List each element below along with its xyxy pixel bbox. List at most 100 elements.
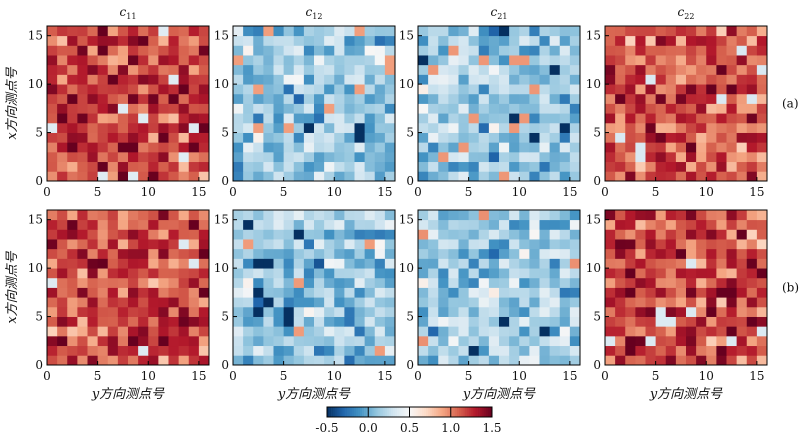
heatmap-cell (499, 161, 510, 172)
heatmap-cell (428, 64, 439, 75)
heatmap-cell (468, 93, 480, 104)
heatmap-cell (283, 326, 295, 337)
heatmap-cell (499, 335, 510, 347)
heatmap-cell (559, 316, 571, 327)
heatmap-cell (47, 316, 58, 327)
heatmap-cell (283, 297, 295, 308)
heatmap-cell (158, 142, 169, 153)
heatmap-cell (438, 210, 449, 221)
heatmap-cell (178, 345, 190, 356)
heatmap-cell (625, 229, 636, 240)
heatmap-cell (314, 132, 325, 143)
heatmap-cell (198, 151, 210, 163)
x-tick-label: 15 (377, 185, 392, 199)
heatmap-cell (726, 122, 738, 133)
heatmap-cell (233, 335, 244, 347)
heatmap-cell (615, 84, 626, 95)
heatmap-cell (324, 151, 335, 163)
heatmap-cell (283, 171, 295, 182)
heatmap-cell (706, 132, 717, 143)
heatmap-cell (468, 55, 480, 66)
heatmap-cell (635, 84, 646, 95)
heatmap-cell (438, 171, 449, 182)
heatmap-cell (354, 103, 366, 114)
heatmap-cell (198, 171, 210, 182)
heatmap-cell (499, 55, 510, 66)
heatmap-cell (716, 161, 727, 172)
x-axis-title: y方向测点号 (277, 387, 351, 402)
heatmap-cell (539, 55, 551, 66)
heatmap-cell (539, 345, 551, 356)
heatmap-cell (746, 355, 758, 366)
heatmap-cell (374, 326, 386, 337)
heatmap-cell (438, 84, 449, 95)
colorbar-segment (450, 407, 454, 417)
heatmap-cell (458, 345, 470, 356)
heatmap-cell (354, 35, 366, 46)
heatmap-cell (509, 335, 520, 347)
heatmap-cell (283, 161, 295, 172)
heatmap-cell (273, 55, 285, 66)
heatmap-cell (665, 122, 677, 133)
heatmap-cell (233, 55, 244, 66)
heatmap-cell (87, 335, 99, 347)
heatmap-cell (665, 103, 677, 114)
heatmap-cell (716, 210, 727, 221)
colorbar-segment (382, 407, 386, 417)
heatmap-cell (706, 268, 717, 279)
heatmap-cell (233, 297, 244, 308)
heatmap-cell (334, 219, 345, 230)
heatmap-cell (293, 268, 305, 279)
heatmap-cell (158, 306, 169, 317)
heatmap-cell (645, 345, 657, 356)
heatmap-cell (615, 171, 626, 182)
heatmap-cell (458, 103, 470, 114)
heatmap-cell (716, 287, 727, 298)
heatmap-cell (148, 229, 159, 240)
heatmap-cell (569, 258, 581, 269)
heatmap-cell (655, 64, 667, 75)
heatmap-cell (478, 113, 490, 124)
heatmap-cell (615, 297, 626, 308)
heatmap-cell (686, 268, 697, 279)
heatmap-cell (675, 103, 687, 114)
heatmap-cell (665, 161, 677, 172)
heatmap-cell (569, 64, 581, 75)
heatmap-cell (233, 229, 244, 240)
heatmap-cell (559, 355, 571, 366)
x-tick-label: 0 (43, 369, 51, 383)
heatmap-cell (615, 113, 626, 124)
heatmap-cell (655, 103, 667, 114)
heatmap-cell (615, 132, 626, 143)
heatmap-cell (354, 248, 366, 259)
heatmap-cell (273, 122, 285, 133)
heatmap-cell (736, 258, 748, 269)
heatmap-cell (559, 103, 571, 114)
heatmap-cell (675, 26, 687, 37)
heatmap-cell (97, 103, 109, 114)
heatmap-cell (569, 122, 581, 133)
heatmap-cell (716, 171, 727, 182)
heatmap-cell (665, 74, 677, 85)
heatmap-cell (675, 35, 687, 46)
heatmap-cell (263, 26, 274, 37)
heatmap-cell (148, 45, 159, 56)
heatmap-cell (293, 229, 305, 240)
heatmap-cell (354, 122, 366, 133)
heatmap-cell (97, 74, 109, 85)
heatmap-cell (354, 229, 366, 240)
heatmap-cell (67, 287, 78, 298)
heatmap-cell (303, 161, 315, 172)
heatmap-cell (87, 151, 99, 163)
heatmap-cell (458, 277, 470, 288)
heatmap-cell (77, 316, 88, 327)
heatmap-cell (468, 229, 480, 240)
heatmap-cell (615, 219, 626, 230)
heatmap-cell (559, 219, 571, 230)
heatmap-cell (529, 219, 540, 230)
heatmap-cell (615, 74, 626, 85)
heatmap-cell (138, 210, 149, 221)
heatmap-cell (509, 219, 520, 230)
heatmap-cell (198, 277, 210, 288)
heatmap-cell (253, 64, 264, 75)
